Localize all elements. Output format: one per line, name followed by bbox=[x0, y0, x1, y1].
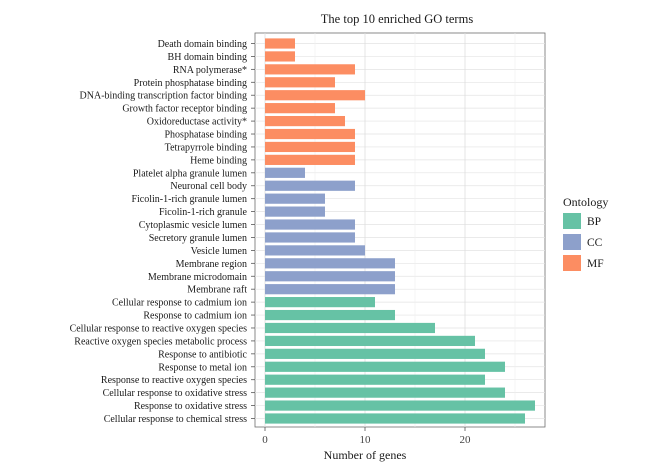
legend-title: Ontology bbox=[563, 195, 608, 209]
category-label: Protein phosphatase binding bbox=[134, 78, 247, 89]
bar-bp bbox=[265, 309, 395, 321]
bar-cc bbox=[265, 180, 355, 191]
category-label: Cellular response to oxidative stress bbox=[103, 388, 248, 399]
legend-label-cc: CC bbox=[587, 237, 603, 249]
category-label: Oxidoreductase activity* bbox=[147, 117, 247, 128]
bar-mf bbox=[265, 103, 335, 114]
bar-bp bbox=[265, 348, 485, 359]
bar-mf bbox=[265, 128, 355, 140]
category-label: Response to oxidative stress bbox=[134, 401, 247, 412]
bar-mf bbox=[265, 90, 365, 101]
bar-cc bbox=[265, 193, 325, 204]
bars bbox=[265, 38, 535, 424]
bar-cc bbox=[265, 167, 305, 178]
bar-mf bbox=[265, 51, 295, 62]
category-label: Tetrapyrrole binding bbox=[165, 142, 247, 153]
bar-bp bbox=[265, 335, 475, 347]
legend: Ontology BP CC MF bbox=[563, 195, 608, 271]
chart-title: The top 10 enriched GO terms bbox=[321, 12, 474, 26]
category-labels: Death domain binding BH domain binding RNA… bbox=[70, 39, 255, 425]
bar-mf bbox=[265, 77, 335, 88]
bar-cc bbox=[265, 206, 325, 217]
legend-label-bp: BP bbox=[587, 216, 601, 228]
legend-swatch-bp bbox=[563, 213, 581, 229]
category-label: Ficolin-1-rich granule lumen bbox=[131, 194, 247, 205]
x-tick-label: 0 bbox=[262, 434, 268, 446]
bar-bp bbox=[265, 413, 525, 424]
category-label: Cytoplasmic vesicle lumen bbox=[139, 220, 247, 231]
category-label: Phosphatase binding bbox=[165, 130, 248, 141]
bar-bp bbox=[265, 387, 505, 398]
x-axis-title: Number of genes bbox=[324, 448, 407, 462]
bar-bp bbox=[265, 400, 535, 411]
bar-mf bbox=[265, 141, 355, 153]
category-label: Cellular response to chemical stress bbox=[104, 414, 247, 425]
category-label: Membrane raft bbox=[187, 285, 247, 296]
category-label: Reactive oxygen species metabolic proces… bbox=[74, 336, 247, 347]
legend-swatch-mf bbox=[563, 255, 581, 271]
category-label: Platelet alpha granule lumen bbox=[133, 168, 247, 179]
x-ticks: 0 10 20 bbox=[262, 427, 471, 446]
category-label: Neuronal cell body bbox=[170, 181, 247, 192]
bar-bp bbox=[265, 361, 505, 372]
bar-bp bbox=[265, 297, 375, 308]
bar-cc bbox=[265, 258, 395, 269]
x-tick-label: 20 bbox=[460, 434, 472, 446]
category-label: Membrane microdomain bbox=[148, 272, 247, 283]
bar-mf bbox=[265, 154, 355, 165]
category-label: DNA-binding transcription factor binding bbox=[80, 91, 247, 102]
bar-cc bbox=[265, 245, 365, 256]
category-label: Response to metal ion bbox=[158, 362, 247, 373]
bar-cc bbox=[265, 284, 395, 295]
category-label: Response to cadmium ion bbox=[143, 311, 247, 322]
legend-swatch-cc bbox=[563, 234, 581, 250]
category-label: Death domain binding bbox=[158, 39, 247, 50]
legend-label-mf: MF bbox=[587, 258, 604, 270]
category-label: Response to reactive oxygen species bbox=[101, 375, 247, 386]
x-tick-label: 10 bbox=[360, 434, 372, 446]
bar-mf bbox=[265, 38, 295, 49]
bar-cc bbox=[265, 219, 355, 230]
category-label: Growth factor receptor binding bbox=[122, 104, 247, 115]
bar-cc bbox=[265, 232, 355, 243]
bar-bp bbox=[265, 322, 435, 334]
bar-mf bbox=[265, 64, 355, 75]
category-label: BH domain binding bbox=[168, 52, 247, 63]
bar-mf bbox=[265, 115, 345, 127]
category-label: Vesicle lumen bbox=[191, 246, 247, 257]
category-label: Cellular response to cadmium ion bbox=[112, 298, 247, 309]
bar-bp bbox=[265, 374, 485, 385]
category-label: Cellular response to reactive oxygen spe… bbox=[70, 323, 248, 334]
category-label: RNA polymerase* bbox=[173, 65, 247, 76]
category-label: Response to antibiotic bbox=[158, 349, 247, 360]
bar-cc bbox=[265, 271, 395, 282]
category-label: Heme binding bbox=[190, 155, 247, 166]
category-label: Membrane region bbox=[176, 259, 247, 270]
category-label: Secretory granule lumen bbox=[149, 233, 247, 244]
category-label: Ficolin-1-rich granule bbox=[159, 207, 248, 218]
